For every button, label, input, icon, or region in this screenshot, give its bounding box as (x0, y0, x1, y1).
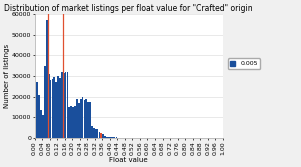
Bar (40, 110, 42, 138)
X-axis label: Float value: Float value (109, 157, 148, 163)
Bar (57, 76, 59, 138)
Bar (68, 107, 70, 138)
Bar (53, 77, 55, 138)
Bar (44, 66, 46, 138)
Y-axis label: Number of listings: Number of listings (4, 44, 10, 108)
Bar (116, 137, 117, 138)
Bar (91, 126, 93, 138)
Bar (82, 97, 83, 138)
Bar (93, 128, 95, 138)
Bar (110, 137, 112, 138)
Bar (51, 79, 53, 138)
Bar (72, 107, 74, 138)
Bar (108, 137, 110, 138)
Bar (87, 102, 89, 138)
Bar (89, 102, 91, 138)
Bar (78, 103, 80, 138)
Bar (106, 137, 108, 138)
Bar (101, 133, 102, 138)
Bar (46, 20, 48, 138)
Bar (38, 95, 40, 138)
Bar (98, 132, 100, 138)
Bar (112, 137, 113, 138)
Bar (83, 100, 85, 138)
Bar (65, 72, 67, 138)
Title: Distribution of market listings per float value for "Crafted" origin: Distribution of market listings per floa… (4, 4, 253, 13)
Bar (63, 73, 65, 138)
Bar (101, 133, 102, 138)
Bar (50, 80, 51, 138)
Bar (114, 137, 115, 138)
Bar (55, 82, 57, 138)
Bar (67, 72, 68, 138)
Bar (48, 74, 50, 138)
Bar (74, 106, 76, 138)
Bar (59, 78, 61, 138)
Bar (85, 99, 87, 138)
Bar (95, 129, 97, 138)
Bar (80, 99, 82, 138)
Bar (97, 129, 98, 138)
Bar (76, 99, 78, 138)
Bar (61, 72, 63, 138)
Bar (42, 115, 44, 138)
Legend: 0.005: 0.005 (228, 58, 260, 69)
Bar (70, 106, 72, 138)
Bar (104, 136, 106, 138)
Bar (36, 82, 38, 138)
Bar (102, 134, 104, 138)
